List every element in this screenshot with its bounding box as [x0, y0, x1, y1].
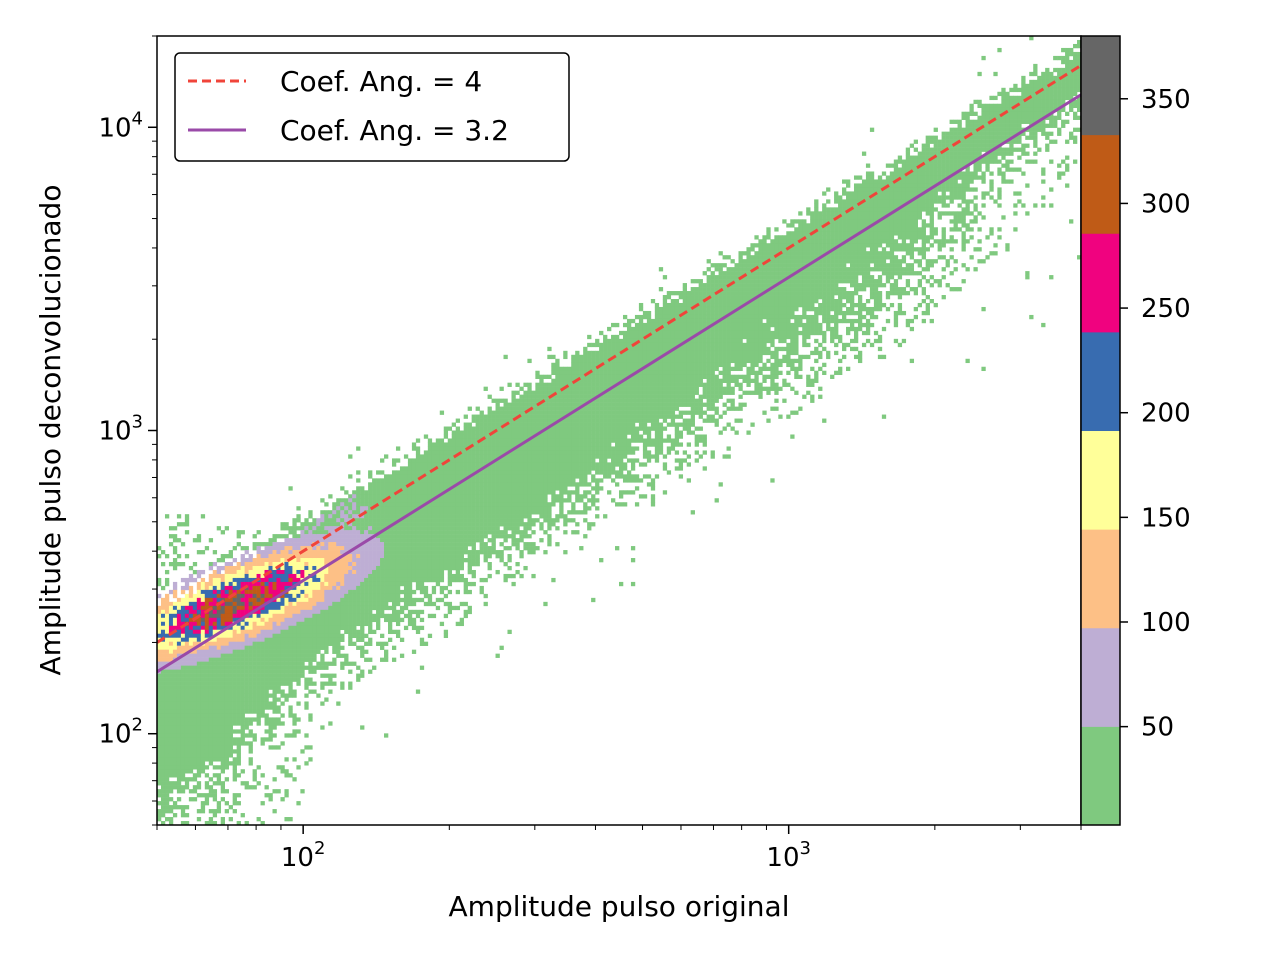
colorbar-segment — [1081, 233, 1120, 333]
legend: Coef. Ang. = 4 Coef. Ang. = 3.2 — [174, 52, 570, 162]
fit-lines — [157, 64, 1081, 674]
colorbar-segment — [1081, 726, 1120, 826]
legend-label-solid: Coef. Ang. = 3.2 — [280, 114, 509, 147]
colorbar-segment — [1081, 134, 1120, 234]
fit-line-slope-3-2 — [157, 93, 1081, 674]
y-axis: 102 103 104 — [98, 35, 157, 826]
colorbar-tick-label: 50 — [1141, 713, 1174, 743]
y-axis-title: Amplitude pulso deconvolucionado — [34, 185, 67, 676]
colorbar-segment — [1081, 36, 1120, 136]
colorbar-segment — [1081, 627, 1120, 727]
colorbar-tick-label: 300 — [1141, 189, 1191, 219]
colorbar-segment — [1081, 529, 1120, 629]
x-axis-title: Amplitude pulso original — [449, 890, 790, 923]
y-tick-label: 102 — [98, 715, 143, 750]
colorbar-segment — [1081, 430, 1120, 530]
legend-label-dashed: Coef. Ang. = 4 — [280, 65, 482, 98]
colorbar: 50 100 150 200 250 300 350 — [1080, 35, 1191, 826]
plot-area — [157, 36, 1081, 825]
colorbar-tick-label: 150 — [1141, 503, 1191, 533]
colorbar-tick-label: 350 — [1141, 85, 1191, 115]
colorbar-segment — [1081, 331, 1120, 432]
colorbar-frame — [1080, 35, 1121, 826]
colorbar-tick-label: 250 — [1141, 294, 1191, 324]
x-tick-label: 102 — [281, 838, 326, 873]
colorbar-tick-label: 200 — [1141, 399, 1191, 429]
x-axis: 102 103 — [156, 825, 1082, 873]
y-tick-label: 104 — [98, 108, 143, 143]
legend-box — [174, 52, 570, 162]
colorbar-tick-label: 100 — [1141, 608, 1191, 638]
x-tick-label: 103 — [766, 838, 811, 873]
y-tick-label: 103 — [98, 412, 143, 447]
